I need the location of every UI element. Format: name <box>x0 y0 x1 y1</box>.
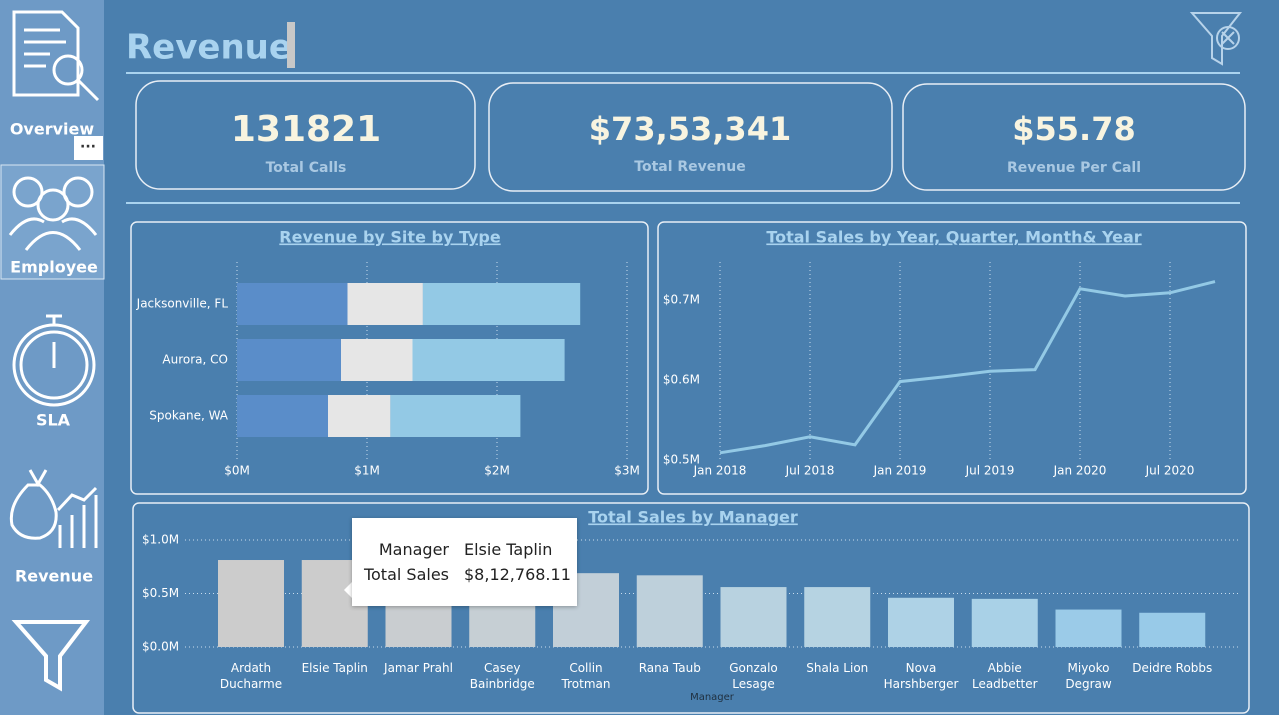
chart-panel <box>132 502 1250 714</box>
x-tick-label: Jan 2020 <box>1053 464 1107 478</box>
y-tick-label: $1.0M <box>142 533 179 547</box>
x-tick-label: Ardath Ducharme <box>219 661 283 691</box>
more-dots: ··· <box>80 139 96 155</box>
x-tick-label: Jan 2018 <box>693 464 747 478</box>
tooltip-value: $8,12,768.11 <box>464 565 571 584</box>
nav-revenue[interactable]: Revenue <box>15 567 93 586</box>
y-tick-label: Jacksonville, FL <box>136 297 229 311</box>
kpi-label: Revenue Per Call <box>1007 160 1141 176</box>
tooltip-label: Total Sales <box>363 565 449 584</box>
bar <box>1139 612 1206 647</box>
bar <box>888 597 954 647</box>
kpi-card <box>135 80 476 190</box>
x-tick-label: $2M <box>484 464 510 478</box>
more-button[interactable] <box>74 136 103 160</box>
page-title: Revenue <box>126 28 292 68</box>
employee-icon[interactable] <box>8 176 98 251</box>
bar-segment <box>422 283 581 325</box>
x-tick-label: Rana Taub <box>638 661 701 675</box>
x-tick-label: Miyoko Degraw <box>1065 661 1112 691</box>
chart-title: Revenue by Site by Type <box>279 228 501 247</box>
kpi-card <box>488 82 893 192</box>
x-tick-label: Collin Trotman <box>561 661 611 691</box>
tooltip-value: Elsie Taplin <box>464 540 553 559</box>
overview-icon[interactable] <box>12 10 100 102</box>
x-tick-label: Jan 2019 <box>873 464 927 478</box>
bar <box>1055 609 1122 647</box>
x-tick-label: Abbie Leadbetter <box>971 661 1038 691</box>
y-tick-label: $0.6M <box>663 373 700 387</box>
x-tick-label: Casey Bainbridge <box>469 661 535 691</box>
line <box>719 280 1216 455</box>
x-tick-label: Jul 2020 <box>1145 464 1195 478</box>
bar-segment <box>328 395 391 437</box>
nav-sla[interactable]: SLA <box>36 411 71 430</box>
bar <box>218 560 284 647</box>
x-tick-label: $3M <box>614 464 640 478</box>
clear-filter-icon[interactable] <box>1189 12 1243 66</box>
y-tick-label: Spokane, WA <box>149 409 228 423</box>
x-axis-label: Manager <box>690 692 735 703</box>
y-tick-label: $0.0M <box>142 640 179 654</box>
bar-segment <box>237 339 341 381</box>
bar-segment <box>347 283 423 325</box>
bar-segment <box>237 395 328 437</box>
kpi-value: $55.78 <box>1012 110 1135 148</box>
chart-title: Total Sales by Year, Quarter, Month& Yea… <box>766 228 1141 247</box>
nav-overview[interactable]: Overview <box>10 120 95 139</box>
bar-segment <box>390 395 521 437</box>
kpi-label: Total Revenue <box>634 159 745 175</box>
x-tick-label: Jul 2018 <box>785 464 835 478</box>
revenue-icon[interactable] <box>9 469 98 548</box>
chart-panel <box>130 221 649 495</box>
bar-segment <box>412 339 565 381</box>
nav-selected <box>0 164 105 280</box>
y-tick-label: $0.7M <box>663 293 700 307</box>
x-tick-label: Jamar Prahl <box>384 661 453 675</box>
x-tick-label: Jul 2019 <box>965 464 1015 478</box>
tooltip-pointer <box>344 582 352 598</box>
chart-title: Total Sales by Manager <box>588 508 798 527</box>
kpi-value: 131821 <box>231 109 381 150</box>
x-tick-label: $0M <box>224 464 250 478</box>
bar-segment <box>341 339 413 381</box>
bar <box>636 575 703 647</box>
sla-icon[interactable] <box>12 314 96 407</box>
x-tick-label: $1M <box>354 464 380 478</box>
kpi-value: $73,53,341 <box>589 110 791 148</box>
title-cursor <box>287 22 295 68</box>
bar <box>804 587 871 647</box>
filter-icon[interactable] <box>11 620 91 692</box>
x-tick-label: Shala Lion <box>806 661 869 675</box>
bar <box>720 587 787 647</box>
y-tick-label: $0.5M <box>142 586 179 600</box>
bar <box>971 598 1038 647</box>
tooltip-row: Manager Elsie Taplin <box>352 540 577 564</box>
bar-segment <box>237 283 348 325</box>
x-tick-label: Nova Harshberger <box>883 661 959 691</box>
tooltip-label: Manager <box>378 540 449 559</box>
chart-panel <box>657 221 1247 495</box>
tooltip-row: Total Sales $8,12,768.11 <box>352 565 577 589</box>
x-tick-label: Deidre Robbs <box>1132 661 1213 675</box>
x-tick-label: Elsie Taplin <box>301 661 368 675</box>
kpi-card <box>902 83 1246 191</box>
x-tick-label: Gonzalo Lesage <box>729 661 778 691</box>
nav-employee[interactable]: Employee <box>10 258 98 277</box>
y-tick-label: $0.5M <box>663 453 700 467</box>
tooltip: Manager Elsie Taplin Total Sales $8,12,7… <box>352 518 577 606</box>
y-tick-label: Aurora, CO <box>162 353 228 367</box>
kpi-label: Total Calls <box>266 160 347 176</box>
